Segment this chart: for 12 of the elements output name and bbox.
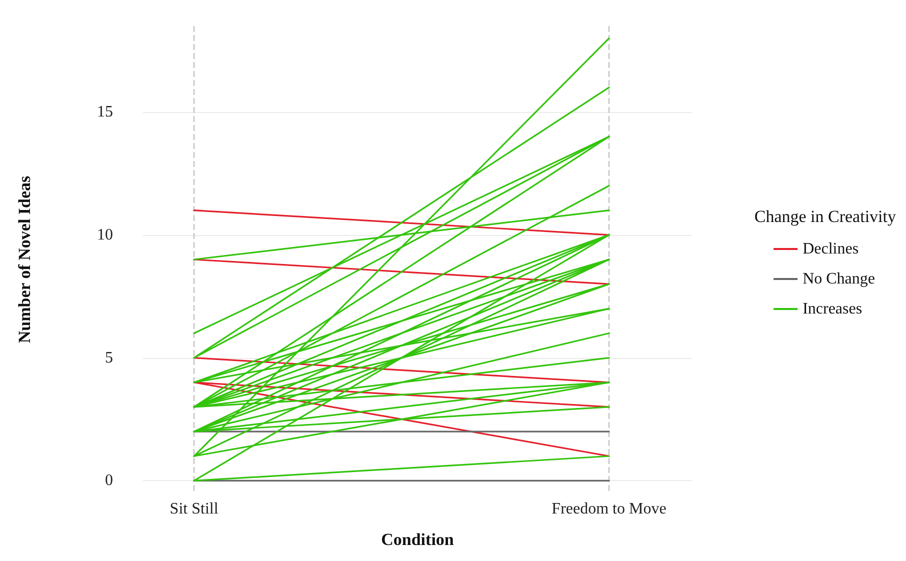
legend-label: Declines [802,240,859,258]
y-tick-label: 5 [105,349,113,366]
y-axis-title: Number of Novel Ideas [15,175,34,344]
y-tick-label: 0 [105,472,113,490]
x-tick-label: Sit Still [170,500,219,518]
y-tick-label: 10 [97,226,113,244]
legend-label: No Change [802,270,876,288]
x-tick-label: Freedom to Move [552,500,666,518]
y-tick-label: 15 [97,104,113,121]
legend-title: Change in Creativity [754,207,896,226]
legend-label: Increases [802,300,862,318]
x-axis-title: Condition [381,530,454,549]
